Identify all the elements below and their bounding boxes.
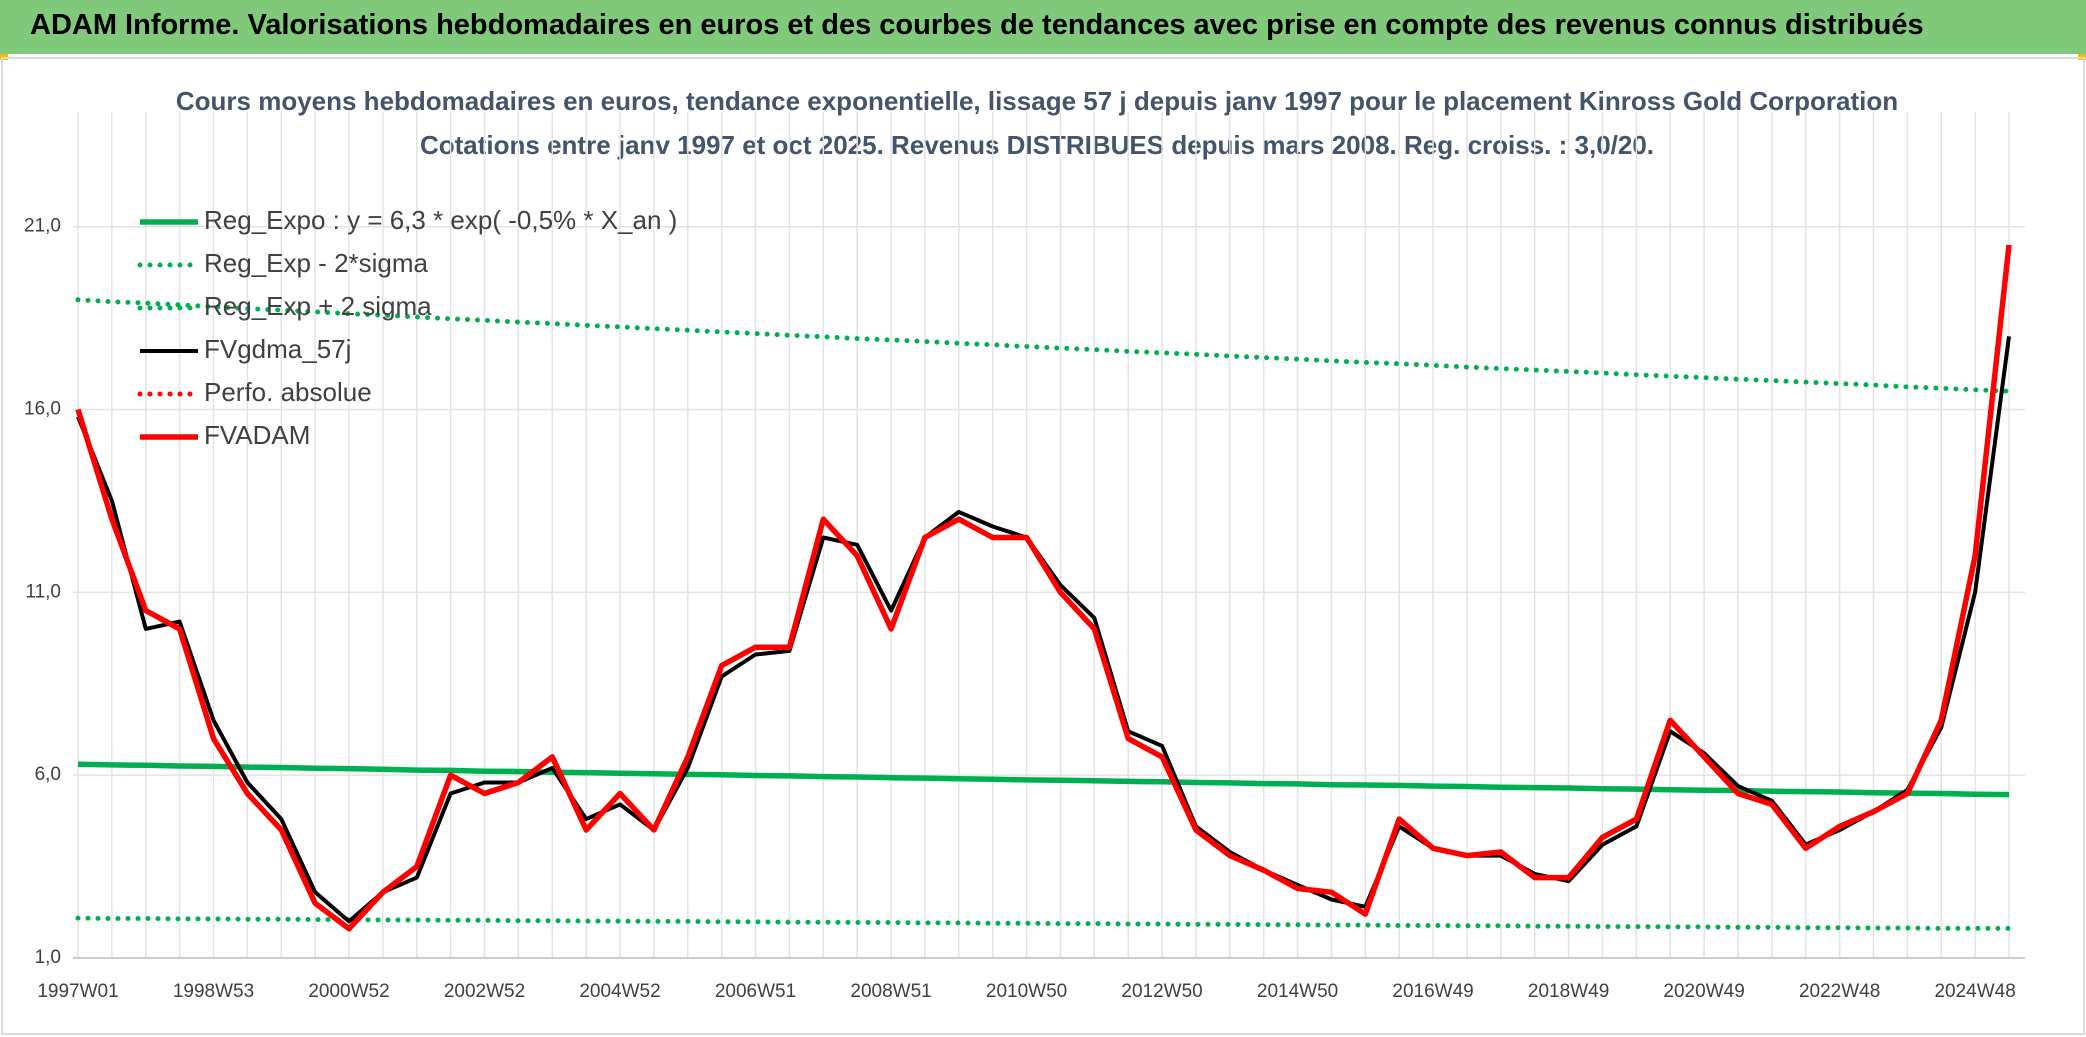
legend-label: Perfo. absolue <box>204 377 372 407</box>
x-tick-label: 1997W01 <box>37 981 118 1002</box>
series-line <box>75 297 2012 394</box>
x-tick-label: 2018W49 <box>1528 981 1609 1002</box>
y-tick-label: 1,0 <box>35 947 61 968</box>
x-tick-label: 2020W49 <box>1663 981 1744 1002</box>
x-tick-label: 2024W48 <box>1934 981 2015 1002</box>
header-bar: ADAM Informe. Valorisations hebdomadaire… <box>0 0 2086 54</box>
legend-label: FVADAM <box>204 420 310 450</box>
header-title: ADAM Informe. Valorisations hebdomadaire… <box>30 9 1924 41</box>
series-line <box>75 244 2012 932</box>
y-tick-label: 21,0 <box>24 216 61 237</box>
x-tick-label: 2008W51 <box>850 981 931 1002</box>
x-tick-label: 2002W52 <box>444 981 525 1002</box>
x-tick-label: 2000W52 <box>308 981 389 1002</box>
y-tick-label: 16,0 <box>24 399 61 420</box>
x-tick-label: 2014W50 <box>1257 981 1338 1002</box>
x-tick-label: 2010W50 <box>986 981 1067 1002</box>
chart-title: Cours moyens hebdomadaires en euros, ten… <box>176 86 1898 116</box>
x-tick-label: 2006W51 <box>715 981 796 1002</box>
x-tick-label: 2022W48 <box>1799 981 1880 1002</box>
x-tick-label: 2004W52 <box>579 981 660 1002</box>
legend-label: FVgdma_57j <box>204 334 351 364</box>
chart-border <box>1 57 2085 1035</box>
series-line <box>75 915 2012 931</box>
x-tick-label: 2016W49 <box>1392 981 1473 1002</box>
legend-label: Reg_Expo : y = 6,3 * exp( -0,5% * X_an ) <box>204 205 677 235</box>
legend-label: Reg_Exp - 2*sigma <box>204 248 429 278</box>
x-tick-label: 1998W53 <box>173 981 254 1002</box>
y-tick-label: 6,0 <box>35 764 61 785</box>
series-line <box>77 761 2010 798</box>
chart-subtitle: Cotations entre janv 1997 et oct 2025. R… <box>420 130 1654 160</box>
legend-label: Reg_Exp + 2 sigma <box>204 291 432 321</box>
series-line <box>76 336 2011 924</box>
y-tick-label: 11,0 <box>25 581 61 602</box>
x-tick-label: 2012W50 <box>1121 981 1202 1002</box>
